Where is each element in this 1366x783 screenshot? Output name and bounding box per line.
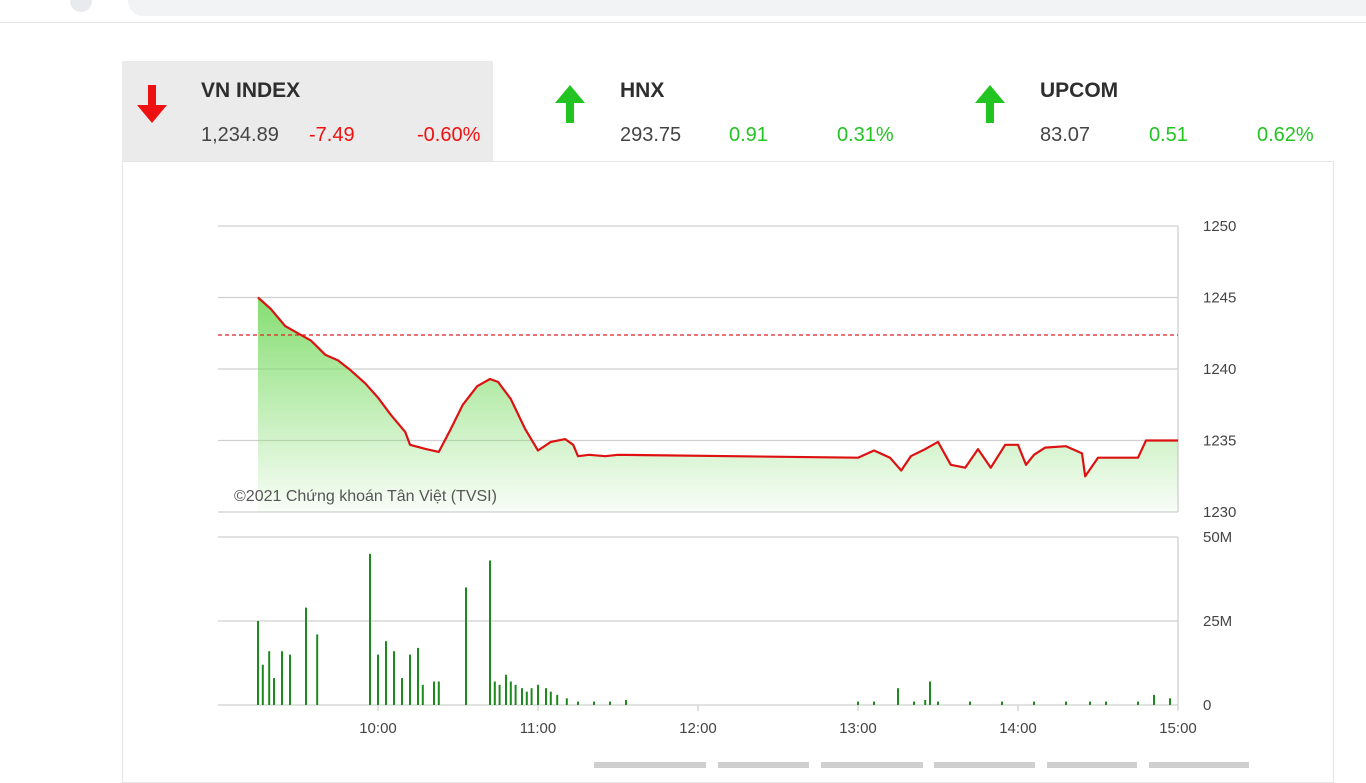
tab-hnx[interactable]: HNX 293.75 0.91 0.31% bbox=[540, 61, 940, 161]
volume-tick-label: 50M bbox=[1203, 529, 1232, 546]
index-change: 0.91 bbox=[729, 124, 768, 147]
volume-bar bbox=[465, 587, 467, 705]
volume-bar bbox=[262, 665, 264, 705]
volume-tick-label: 25M bbox=[1203, 613, 1232, 630]
index-percent: -0.60% bbox=[417, 124, 480, 147]
volume-bar bbox=[494, 682, 496, 706]
index-change: -7.49 bbox=[309, 124, 355, 147]
x-tick-label: 15:00 bbox=[1159, 720, 1197, 737]
index-name: HNX bbox=[620, 79, 664, 103]
volume-bar bbox=[401, 678, 403, 705]
volume-bar bbox=[409, 655, 411, 705]
volume-bar bbox=[577, 702, 579, 705]
x-tick-label: 14:00 bbox=[999, 720, 1037, 737]
arrow-up-icon bbox=[969, 83, 1011, 125]
x-tick-label: 12:00 bbox=[679, 720, 717, 737]
volume-bar bbox=[566, 698, 568, 705]
volume-bar bbox=[515, 685, 517, 705]
volume-bar bbox=[1137, 702, 1139, 705]
price-tick-label: 1235 bbox=[1203, 433, 1236, 450]
volume-bar bbox=[897, 688, 899, 705]
price-area bbox=[258, 298, 1178, 513]
volume-bar bbox=[526, 692, 528, 705]
volume-bar bbox=[1105, 702, 1107, 705]
watermark: ©2021 Chứng khoán Tân Việt (TVSI) bbox=[234, 488, 497, 505]
chart-panel: 1250 1245 1240 1235 1230 ©2021 Chứng khoán Tâ… bbox=[122, 161, 1334, 783]
intraday-chart: 1250 1245 1240 1235 1230 ©2021 Chứng khoán Tâ… bbox=[123, 162, 1333, 768]
volume-bar bbox=[531, 688, 533, 705]
browser-bar bbox=[0, 0, 1366, 23]
volume-bar bbox=[625, 700, 627, 705]
volume-bar bbox=[499, 685, 501, 705]
price-tick-label: 1250 bbox=[1203, 218, 1236, 235]
volume-bar bbox=[913, 702, 915, 705]
arrow-down-icon bbox=[131, 83, 173, 125]
range-button[interactable] bbox=[1149, 762, 1249, 768]
volume-bar bbox=[873, 702, 875, 705]
volume-bar bbox=[521, 688, 523, 705]
volume-bar bbox=[1001, 702, 1003, 705]
volume-bar bbox=[1089, 702, 1091, 705]
volume-bar bbox=[489, 561, 491, 706]
x-tick-label: 11:00 bbox=[520, 720, 556, 737]
index-name: VN INDEX bbox=[201, 79, 300, 103]
price-tick-label: 1245 bbox=[1203, 290, 1236, 307]
volume-bar bbox=[1153, 695, 1155, 705]
volume-bar bbox=[438, 682, 440, 706]
volume-bar bbox=[969, 702, 971, 705]
index-percent: 0.62% bbox=[1257, 124, 1314, 147]
volume-bar bbox=[545, 688, 547, 705]
volume-bar bbox=[281, 651, 283, 705]
index-value: 293.75 bbox=[620, 124, 681, 147]
volume-bar bbox=[510, 682, 512, 706]
volume-bar bbox=[593, 702, 595, 705]
volume-bar bbox=[924, 700, 926, 705]
index-percent: 0.31% bbox=[837, 124, 894, 147]
volume-bar bbox=[433, 682, 435, 706]
address-bar[interactable] bbox=[128, 0, 1366, 16]
volume-bar bbox=[609, 702, 611, 705]
price-tick-label: 1240 bbox=[1203, 361, 1236, 378]
volume-bar bbox=[422, 685, 424, 705]
volume-bar bbox=[505, 675, 507, 705]
range-button[interactable] bbox=[821, 762, 923, 768]
volume-bar bbox=[289, 655, 291, 705]
volume-bar bbox=[393, 651, 395, 705]
volume-bar bbox=[1033, 702, 1035, 705]
range-button[interactable] bbox=[1047, 762, 1137, 768]
price-tick-label: 1230 bbox=[1203, 504, 1236, 521]
browser-button[interactable] bbox=[70, 0, 92, 12]
volume-bar bbox=[377, 655, 379, 705]
volume-tick-label: 0 bbox=[1203, 697, 1211, 714]
range-button[interactable] bbox=[594, 762, 706, 768]
volume-bar bbox=[385, 641, 387, 705]
volume-bar bbox=[1169, 698, 1171, 705]
volume-bar bbox=[417, 648, 419, 705]
index-change: 0.51 bbox=[1149, 124, 1188, 147]
tab-vn-index[interactable]: VN INDEX 1,234.89 -7.49 -0.60% bbox=[122, 61, 493, 161]
volume-bar bbox=[316, 634, 318, 705]
volume-bar bbox=[257, 621, 259, 705]
tab-upcom[interactable]: UPCOM 83.07 0.51 0.62% bbox=[960, 61, 1340, 161]
volume-bar bbox=[273, 678, 275, 705]
volume-bar bbox=[937, 702, 939, 705]
volume-bar bbox=[857, 702, 859, 705]
index-value: 1,234.89 bbox=[201, 124, 279, 147]
volume-bar bbox=[550, 692, 552, 705]
index-name: UPCOM bbox=[1040, 79, 1118, 103]
range-button[interactable] bbox=[718, 762, 809, 768]
x-tick-label: 13:00 bbox=[839, 720, 877, 737]
volume-bar bbox=[537, 685, 539, 705]
index-value: 83.07 bbox=[1040, 124, 1090, 147]
volume-bar bbox=[1065, 702, 1067, 705]
range-button[interactable] bbox=[934, 762, 1035, 768]
arrow-up-icon bbox=[549, 83, 591, 125]
volume-bar bbox=[268, 651, 270, 705]
x-tick-label: 10:00 bbox=[359, 720, 397, 737]
volume-bar bbox=[929, 682, 931, 706]
volume-bar bbox=[305, 608, 307, 705]
volume-bar bbox=[556, 695, 558, 705]
volume-bar bbox=[369, 554, 371, 705]
